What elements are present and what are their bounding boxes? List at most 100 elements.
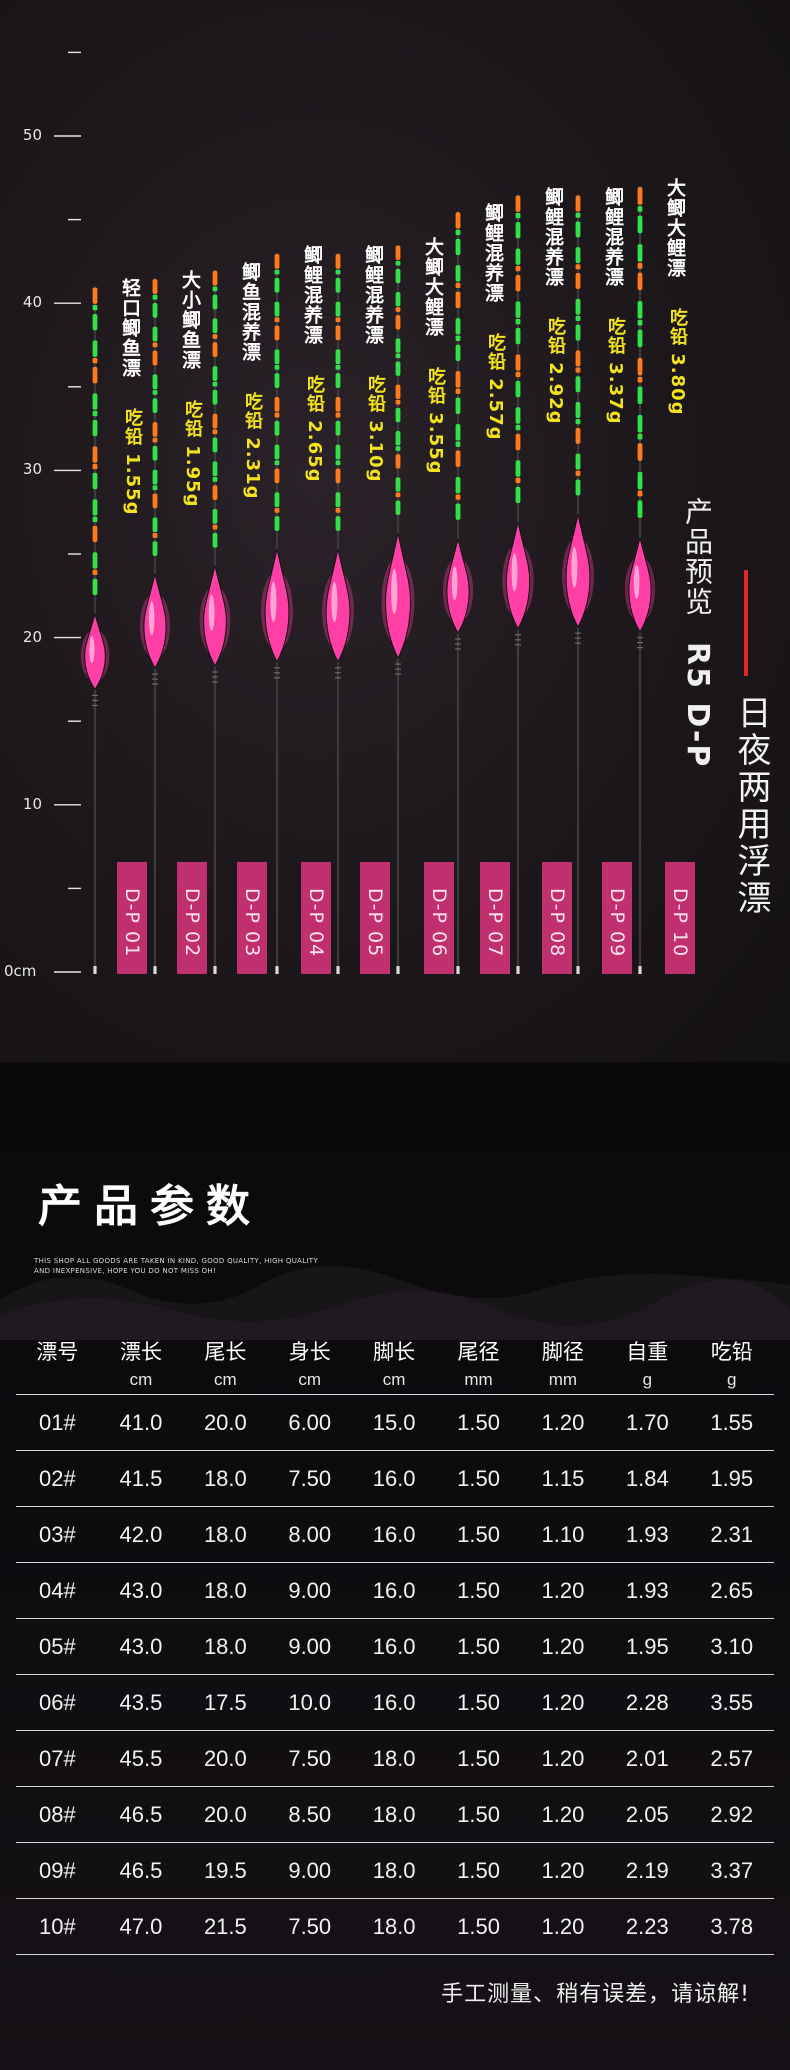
float-foot-tip — [396, 966, 400, 974]
float-tail-segment — [212, 509, 218, 524]
float-model-label: D-P 07 — [484, 888, 506, 958]
table-row: 06# 43.5 17.5 10.0 16.0 1.50 1.20 2.28 3.55 — [16, 1674, 774, 1731]
float-tail-segment — [515, 407, 521, 424]
float-tail-segment — [212, 286, 218, 292]
float-tail-segment — [455, 335, 461, 341]
column-header: 自重 g — [605, 1322, 690, 1395]
float-tail-segment — [395, 245, 401, 261]
float-tail-segment — [515, 301, 521, 318]
column-name: 脚长 — [373, 1340, 416, 1364]
float-tail-segment — [575, 315, 581, 321]
float-tail-segment — [637, 206, 643, 212]
table-cell: 16.0 — [351, 1674, 437, 1731]
float-tail-segment — [455, 238, 461, 256]
float-tail-segment — [274, 317, 280, 323]
float-tail-segment — [335, 396, 341, 412]
float-weight: 吃铅 1.95g — [182, 400, 203, 508]
column-name: 自重 — [626, 1340, 669, 1364]
table-cell: 1.50 — [436, 1394, 521, 1451]
float-tail-segment — [455, 229, 461, 236]
float-tail-segment — [152, 398, 158, 414]
preview-heading: 产品预览 R5 D-P — [677, 497, 717, 768]
float-name: 大鲫大鲤漂 — [422, 236, 444, 337]
table-cell: 1.95 — [689, 1450, 774, 1507]
column-unit: cm — [298, 1370, 322, 1389]
float-tail-segment — [575, 479, 581, 496]
parameters-tagline: THIS SHOP ALL GOODS ARE TAKEN IN KIND, G… — [34, 1257, 318, 1275]
float-body — [505, 522, 531, 630]
table-cell: 03# — [16, 1506, 99, 1563]
table-cell: 2.31 — [689, 1506, 774, 1563]
table-cell: 1.84 — [605, 1450, 690, 1507]
float-tail-segment — [395, 500, 401, 515]
float-model-label: D-P 08 — [546, 888, 568, 958]
float-model-label: D-P 04 — [305, 888, 327, 958]
float-tail-segment — [455, 344, 461, 362]
float-name: 鲫鲤混养漂 — [542, 186, 564, 287]
float-model-label: D-P 01 — [121, 888, 143, 958]
float-tail-segment — [92, 472, 98, 490]
float-tail-segment — [575, 376, 581, 393]
float-tail-segment — [515, 248, 521, 265]
table-cell: 16.0 — [351, 1618, 437, 1675]
float-tail-segment — [152, 422, 158, 437]
float-tail-segment — [274, 349, 280, 365]
table-cell: 1.20 — [520, 1674, 606, 1731]
float-name: 鲫鲤混养漂 — [301, 245, 323, 346]
float-tail-segment — [274, 254, 280, 269]
float-model-tag: D-P 03 — [237, 862, 267, 974]
table-cell: 47.0 — [98, 1898, 184, 1955]
float-tail-segment — [274, 507, 280, 513]
float-tail-segment — [395, 307, 401, 312]
float-tail-segment — [455, 397, 461, 414]
column-header: 漂长 cm — [98, 1322, 184, 1395]
table-cell: 2.19 — [605, 1842, 690, 1899]
table-cell: 1.50 — [436, 1730, 521, 1787]
float-name: 大鲫大鲤漂 — [664, 178, 686, 279]
measurement-note: 手工测量、稍有误差，请谅解! — [441, 1982, 750, 2007]
float-tail-segment — [212, 270, 218, 286]
float-tail-segment — [575, 402, 581, 419]
float-body — [84, 612, 106, 691]
float-tail-segment — [575, 195, 581, 212]
table-cell: 2.65 — [689, 1562, 774, 1619]
float-tail-segment — [455, 291, 461, 309]
float-tail-segment — [274, 396, 280, 412]
float-body-highlight — [208, 594, 215, 631]
ruler-label: 40 — [22, 293, 42, 312]
float-tail-segment — [515, 265, 521, 272]
float-tail-segment — [575, 247, 581, 264]
float-name: 大小鲫鱼漂 — [179, 270, 201, 371]
float-tail-segment — [92, 552, 98, 569]
column-header: 身长 cm — [267, 1322, 352, 1395]
floats-illustration — [80, 186, 656, 974]
table-cell: 16.0 — [351, 1562, 437, 1619]
float-model-tag: D-P 10 — [665, 862, 695, 974]
float-tail-segment — [575, 212, 581, 218]
column-header: 漂号 — [16, 1322, 99, 1395]
float-tail-segment — [515, 318, 521, 325]
table-cell: 1.20 — [520, 1842, 606, 1899]
float-tail-segment — [152, 517, 158, 533]
float-body — [628, 537, 652, 633]
table-cell: 2.05 — [605, 1786, 690, 1843]
float-foot-tip — [213, 966, 217, 974]
float-tail-segment — [274, 365, 280, 370]
table-cell: 15.0 — [351, 1394, 437, 1451]
float-tail-segment — [455, 424, 461, 441]
column-name: 尾长 — [204, 1340, 247, 1364]
float-tail-segment — [335, 269, 341, 275]
table-cell: 43.0 — [98, 1618, 184, 1675]
table-cell: 1.50 — [436, 1674, 521, 1731]
table-cell: 6.00 — [267, 1394, 352, 1451]
float-tail-segment — [92, 419, 98, 437]
table-cell: 1.55 — [689, 1394, 774, 1451]
float-tail-segment — [274, 325, 280, 341]
table-cell: 41.0 — [98, 1394, 184, 1451]
float-weight: 吃铅 2.65g — [304, 375, 325, 483]
table-cell: 2.28 — [605, 1674, 690, 1731]
table-cell: 1.50 — [436, 1450, 521, 1507]
float-tail-segment — [637, 300, 643, 319]
table-row: 07# 45.5 20.0 7.50 18.0 1.50 1.20 2.01 2.57 — [16, 1730, 774, 1787]
float-tail-segment — [212, 532, 218, 548]
